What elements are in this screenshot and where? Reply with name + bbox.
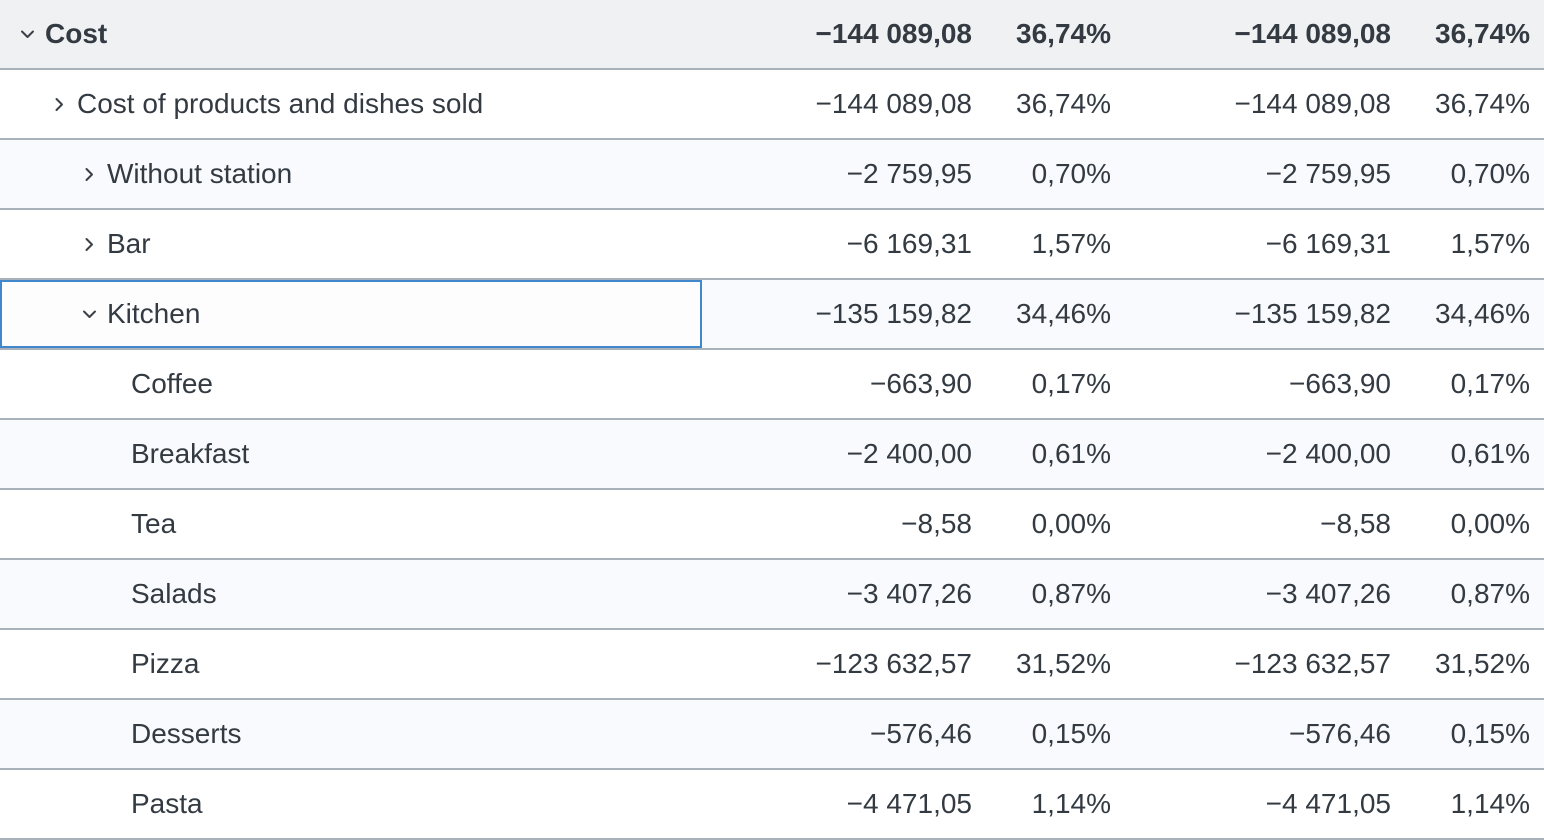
cost-percent-cell-2[interactable]: 0,15% [1450, 718, 1530, 749]
cost-percent-cell-2[interactable]: 36,74% [1435, 88, 1530, 119]
cost-percent-cell-2[interactable]: 34,46% [1435, 298, 1530, 329]
table-row: Kitchen −135 159,82 34,46% −135 159,82 3… [0, 280, 1544, 350]
cost-percent-cell-1[interactable]: 0,70% [1031, 158, 1111, 189]
row-name-cell[interactable]: Tea [0, 490, 702, 558]
row-label: Desserts [131, 718, 242, 749]
table-row: Cost −144 089,08 36,74% −144 089,08 36,7… [0, 0, 1544, 70]
cost-value-cell-2[interactable]: −3 407,26 [1265, 578, 1391, 609]
chevron-down-icon [83, 310, 96, 318]
table-row: Pasta −4 471,05 1,14% −4 471,05 1,14% [0, 770, 1544, 840]
cost-value-cell-1[interactable]: −2 400,00 [846, 438, 972, 469]
cost-value-cell-2[interactable]: −135 159,82 [1234, 298, 1392, 329]
cost-value-cell-2[interactable]: −144 089,08 [1234, 88, 1392, 119]
cost-value-cell-2[interactable]: −576,46 [1289, 718, 1391, 749]
cost-percent-cell-2[interactable]: 0,00% [1450, 508, 1530, 539]
cost-value-cell-2[interactable]: −2 400,00 [1265, 438, 1391, 469]
cost-percent-cell-1[interactable]: 0,61% [1031, 438, 1111, 469]
cost-value-cell-1[interactable]: −144 089,08 [815, 18, 973, 49]
cost-percent-cell-1[interactable]: 34,46% [1016, 298, 1111, 329]
table-row: Coffee −663,90 0,17% −663,90 0,17% [0, 350, 1544, 420]
row-name-cell[interactable]: Kitchen [0, 280, 702, 348]
cost-value-cell-1[interactable]: −135 159,82 [815, 298, 973, 329]
row-label: Cost [45, 18, 108, 49]
row-label: Without station [107, 158, 293, 189]
table-row: Cost of products and dishes sold −144 08… [0, 70, 1544, 140]
cost-percent-cell-1[interactable]: 0,17% [1031, 368, 1111, 399]
cost-percent-cell-2[interactable]: 36,74% [1435, 18, 1530, 49]
row-label: Pizza [131, 648, 200, 679]
table-row: Salads −3 407,26 0,87% −3 407,26 0,87% [0, 560, 1544, 630]
row-label: Tea [131, 508, 177, 539]
row-label: Coffee [131, 368, 213, 399]
cost-value-cell-1[interactable]: −6 169,31 [846, 228, 972, 259]
row-label: Cost of products and dishes sold [77, 88, 484, 119]
row-name-cell[interactable]: Pizza [0, 630, 702, 698]
cost-value-cell-1[interactable]: −3 407,26 [846, 578, 972, 609]
row-name-cell[interactable]: Desserts [0, 700, 702, 768]
chevron-right-icon [85, 238, 93, 251]
cost-value-cell-1[interactable]: −123 632,57 [815, 648, 973, 679]
cost-percent-cell-2[interactable]: 0,61% [1450, 438, 1530, 469]
cost-percent-cell-2[interactable]: 0,87% [1450, 578, 1530, 609]
row-label: Kitchen [107, 298, 201, 329]
cost-value-cell-1[interactable]: −4 471,05 [846, 788, 972, 819]
cost-percent-cell-1[interactable]: 0,15% [1031, 718, 1111, 749]
cost-percent-cell-1[interactable]: 31,52% [1016, 648, 1111, 679]
chevron-down-icon [21, 30, 34, 38]
chevron-icon[interactable] [80, 305, 98, 323]
cost-value-cell-1[interactable]: −144 089,08 [815, 88, 973, 119]
cost-percent-cell-1[interactable]: 36,74% [1016, 88, 1111, 119]
row-name-cell[interactable]: Without station [0, 140, 702, 208]
cost-percent-cell-1[interactable]: 0,00% [1031, 508, 1111, 539]
table-row: Breakfast −2 400,00 0,61% −2 400,00 0,61… [0, 420, 1544, 490]
cost-value-cell-2[interactable]: −6 169,31 [1265, 228, 1391, 259]
cost-value-cell-1[interactable]: −8,58 [901, 508, 972, 539]
table-row: Pizza −123 632,57 31,52% −123 632,57 31,… [0, 630, 1544, 700]
cost-percent-cell-1[interactable]: 36,74% [1016, 18, 1111, 49]
cost-percent-cell-1[interactable]: 0,87% [1031, 578, 1111, 609]
cost-percent-cell-2[interactable]: 1,57% [1450, 228, 1530, 259]
cost-percent-cell-1[interactable]: 1,57% [1031, 228, 1111, 259]
table-row: Bar −6 169,31 1,57% −6 169,31 1,57% [0, 210, 1544, 280]
row-label: Bar [107, 228, 151, 259]
cost-value-cell-1[interactable]: −576,46 [870, 718, 972, 749]
cost-percent-cell-2[interactable]: 31,52% [1435, 648, 1530, 679]
cost-percent-cell-2[interactable]: 1,14% [1450, 788, 1530, 819]
chevron-icon[interactable] [18, 25, 36, 43]
table-row: Desserts −576,46 0,15% −576,46 0,15% [0, 700, 1544, 770]
chevron-right-icon [55, 98, 63, 111]
cost-value-cell-2[interactable]: −4 471,05 [1265, 788, 1391, 819]
row-name-cell[interactable]: Bar [0, 210, 702, 278]
cost-percent-cell-2[interactable]: 0,17% [1450, 368, 1530, 399]
cost-value-cell-2[interactable]: −8,58 [1320, 508, 1391, 539]
row-name-cell[interactable]: Salads [0, 560, 702, 628]
cost-value-cell-1[interactable]: −2 759,95 [846, 158, 972, 189]
cost-value-cell-2[interactable]: −2 759,95 [1265, 158, 1391, 189]
cost-value-cell-2[interactable]: −663,90 [1289, 368, 1391, 399]
row-label: Salads [131, 578, 217, 609]
chevron-icon[interactable] [80, 235, 98, 253]
chevron-right-icon [85, 168, 93, 181]
cost-percent-cell-1[interactable]: 1,14% [1031, 788, 1111, 819]
row-label: Pasta [131, 788, 203, 819]
cost-value-cell-2[interactable]: −123 632,57 [1234, 648, 1392, 679]
table-row: Tea −8,58 0,00% −8,58 0,00% [0, 490, 1544, 560]
chevron-icon[interactable] [50, 95, 68, 113]
row-name-cell[interactable]: Cost of products and dishes sold [0, 70, 702, 138]
cost-value-cell-2[interactable]: −144 089,08 [1234, 18, 1392, 49]
row-name-cell[interactable]: Pasta [0, 770, 702, 838]
row-name-cell[interactable]: Cost [0, 0, 702, 68]
cost-percent-cell-2[interactable]: 0,70% [1450, 158, 1530, 189]
row-name-cell[interactable]: Coffee [0, 350, 702, 418]
cost-value-cell-1[interactable]: −663,90 [870, 368, 972, 399]
row-label: Breakfast [131, 438, 250, 469]
table-row: Without station −2 759,95 0,70% −2 759,9… [0, 140, 1544, 210]
chevron-icon[interactable] [80, 165, 98, 183]
row-name-cell[interactable]: Breakfast [0, 420, 702, 488]
